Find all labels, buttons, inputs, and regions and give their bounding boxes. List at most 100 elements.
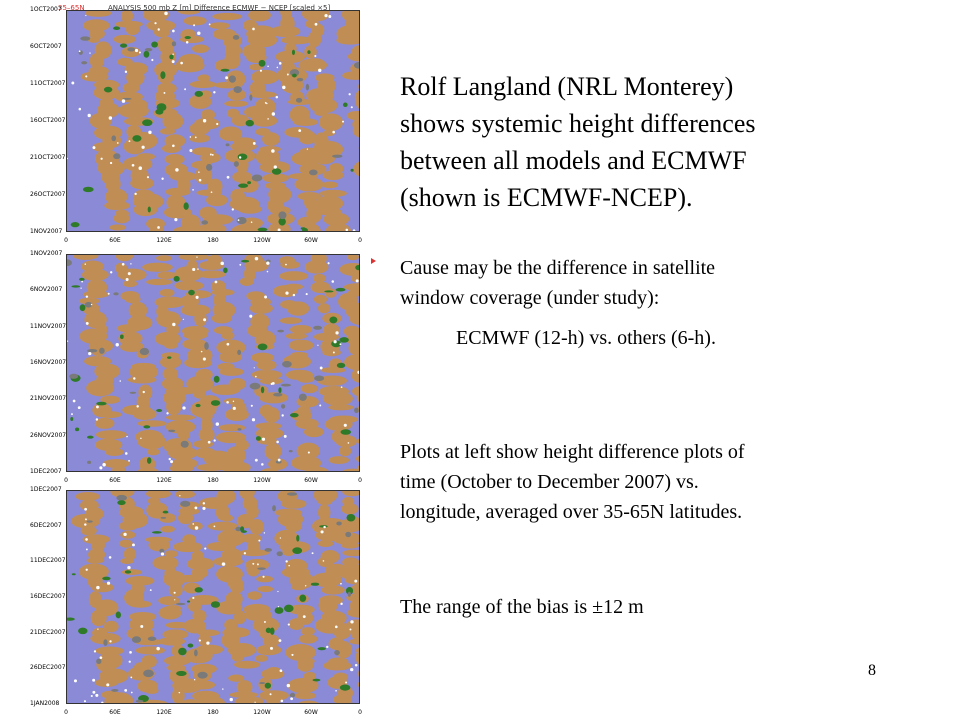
- contour-speck: [88, 351, 92, 356]
- contour-speck: [109, 640, 112, 643]
- extreme-blob: [289, 692, 296, 698]
- positive-blob: [158, 637, 186, 646]
- positive-blob: [94, 417, 115, 429]
- x-tick-label: 120W: [253, 237, 271, 244]
- positive-blob: [145, 687, 159, 694]
- positive-blob: [298, 58, 328, 72]
- contour-speck: [154, 22, 157, 25]
- positive-blob: [313, 332, 340, 341]
- extreme-blob: [111, 135, 117, 142]
- positive-blob: [161, 144, 181, 153]
- positive-blob: [325, 229, 338, 231]
- contour-speck: [78, 107, 82, 111]
- contour-speck: [71, 413, 73, 416]
- contour-speck: [216, 122, 219, 126]
- contour-speck: [222, 688, 224, 690]
- positive-blob: [355, 95, 359, 109]
- positive-blob: [343, 283, 359, 291]
- positive-blob: [189, 122, 210, 136]
- positive-blob: [113, 213, 130, 224]
- extreme-blob: [291, 49, 296, 56]
- contour-speck: [290, 697, 294, 701]
- contour-speck: [157, 226, 160, 229]
- positive-blob: [142, 11, 169, 22]
- contour-speck: [238, 156, 242, 159]
- extreme-blob: [238, 183, 249, 188]
- extreme-blob: [195, 403, 201, 408]
- extreme-blob: [79, 277, 85, 281]
- y-tick-label: 16DEC2007: [30, 593, 66, 600]
- positive-blob: [104, 448, 124, 457]
- positive-blob: [120, 530, 136, 539]
- extreme-blob: [147, 636, 157, 641]
- contour-speck: [102, 462, 106, 467]
- y-tick-label: 1JAN2008: [30, 700, 60, 707]
- contour-speck: [142, 390, 145, 394]
- positive-blob: [184, 357, 213, 369]
- positive-blob: [200, 109, 216, 121]
- positive-blob: [314, 109, 328, 116]
- positive-blob: [248, 11, 271, 22]
- plots-line: Plots at left show height difference plo…: [400, 441, 745, 463]
- extreme-blob: [180, 500, 191, 507]
- contour-speck: [99, 656, 103, 659]
- positive-blob: [221, 331, 235, 340]
- contour-speck: [108, 116, 113, 120]
- positive-blob: [182, 329, 208, 340]
- extreme-blob: [255, 436, 262, 441]
- positive-blob: [94, 438, 123, 451]
- positive-blob: [206, 193, 228, 207]
- positive-blob: [255, 654, 268, 662]
- positive-blob: [110, 491, 135, 498]
- positive-blob: [325, 222, 352, 231]
- extreme-blob: [258, 59, 266, 67]
- positive-blob: [165, 414, 196, 421]
- contour-speck: [350, 106, 353, 109]
- x-tick-label: 180: [207, 477, 219, 484]
- positive-blob: [231, 649, 245, 662]
- contour-speck: [85, 14, 87, 17]
- extreme-blob: [335, 287, 346, 292]
- contour-speck: [84, 263, 87, 265]
- positive-blob: [81, 268, 109, 281]
- extreme-blob: [237, 428, 242, 431]
- positive-blob: [158, 606, 182, 620]
- contour-speck: [253, 367, 255, 369]
- positive-blob: [358, 83, 359, 90]
- extreme-blob: [96, 401, 107, 406]
- contour-speck: [127, 272, 131, 276]
- contour-speck: [92, 146, 96, 150]
- positive-blob: [303, 426, 324, 438]
- contour-speck: [277, 605, 280, 608]
- positive-blob: [109, 224, 127, 231]
- contour-speck: [129, 651, 132, 654]
- extreme-blob: [249, 94, 253, 101]
- positive-blob: [166, 194, 186, 211]
- positive-blob: [197, 270, 226, 279]
- positive-blob: [280, 260, 301, 269]
- positive-blob: [90, 609, 107, 627]
- extreme-blob: [103, 639, 108, 647]
- extreme-blob: [296, 534, 300, 542]
- contour-speck: [291, 653, 294, 656]
- positive-blob: [198, 260, 225, 271]
- contour-speck: [286, 73, 289, 76]
- contour-speck: [89, 52, 91, 54]
- contour-speck: [266, 102, 268, 105]
- slide-heading: Rolf Langland (NRL Monterey) shows syste…: [400, 68, 920, 216]
- extreme-blob: [284, 604, 294, 613]
- contour-speck: [161, 177, 164, 180]
- positive-blob: [175, 491, 196, 499]
- contour-speck: [93, 650, 97, 653]
- contour-speck: [357, 370, 359, 374]
- y-tick-label: 16NOV2007: [30, 359, 67, 366]
- extreme-blob: [171, 41, 177, 47]
- positive-blob: [125, 23, 140, 36]
- positive-blob: [174, 59, 205, 73]
- plots-line: longitude, averaged over 35-65N latitude…: [400, 501, 743, 523]
- positive-blob: [279, 271, 309, 281]
- figure-title: ANALYSIS 500 mb Z [m] Difference ECMWF −…: [108, 4, 331, 12]
- positive-blob: [339, 263, 359, 276]
- cause-line: Cause may be the difference in satellite: [400, 257, 716, 279]
- positive-blob: [177, 427, 190, 441]
